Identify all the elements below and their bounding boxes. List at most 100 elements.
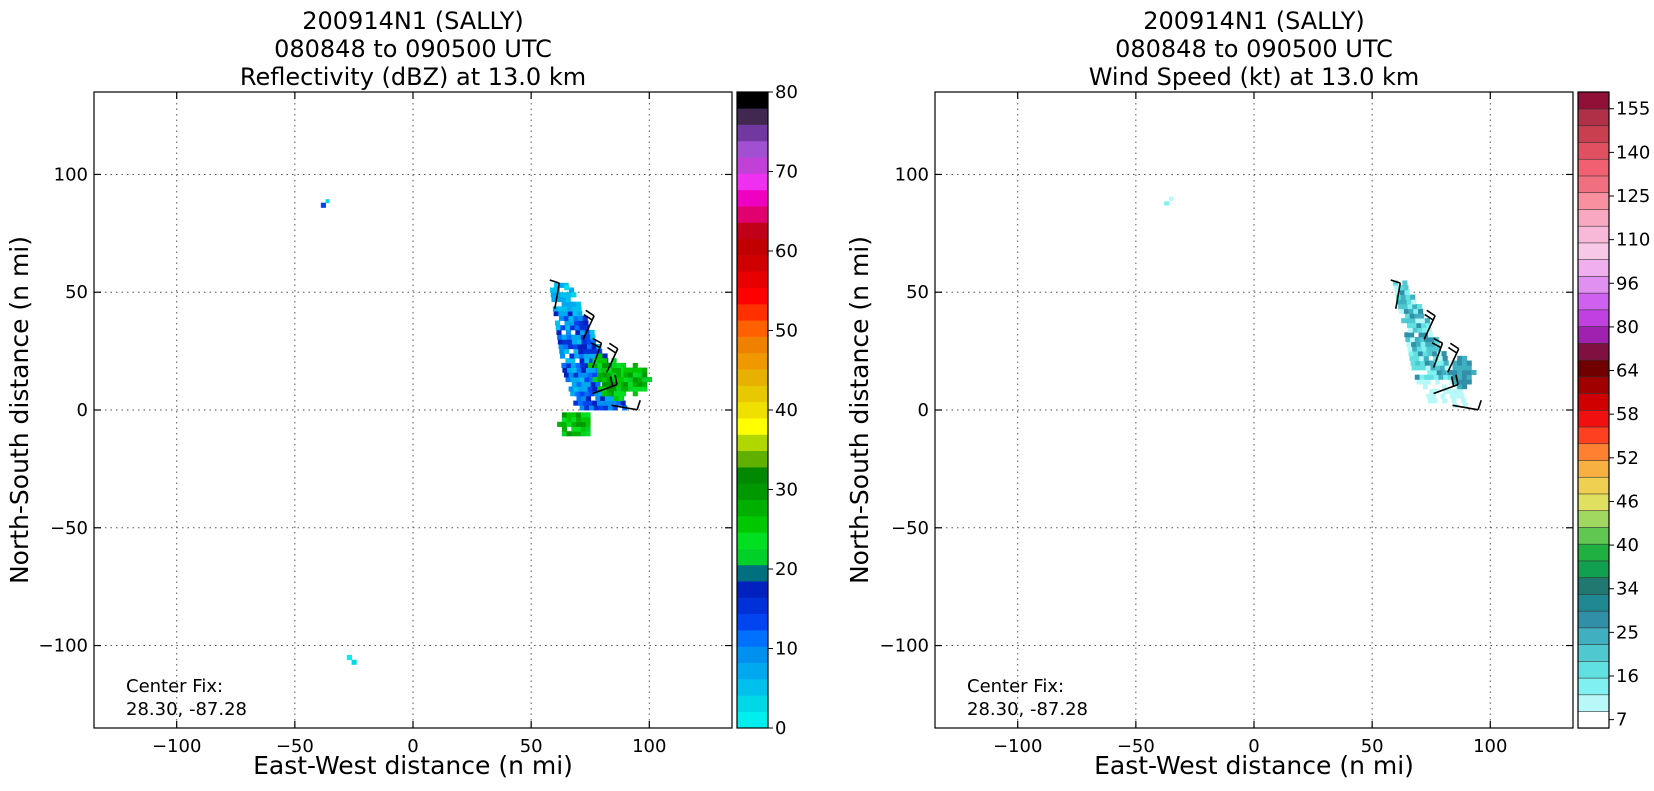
wind-speed-pixel [1466, 379, 1472, 385]
reflectivity-pixel [597, 348, 603, 354]
reflectivity-pixel [611, 377, 617, 383]
reflectivity-pixel [564, 320, 570, 326]
wind-speed-pixel [1435, 346, 1441, 352]
wind-speed-pixel [1448, 388, 1454, 394]
colorbar-segment [1577, 326, 1610, 344]
wind-speed-pixel [1441, 369, 1447, 376]
colorbar-segment [1577, 577, 1610, 595]
reflectivity-pixel [575, 301, 581, 307]
reflectivity-pixel [580, 362, 586, 368]
wind-barb-flag [1431, 342, 1442, 349]
wind-barb-flag [592, 337, 602, 344]
wind-speed-pixel [1416, 346, 1423, 352]
left-title-line-1: 200914N1 (SALLY) [302, 7, 524, 35]
wind-speed-pixel [1424, 318, 1430, 324]
colorbar-label: 20 [775, 559, 798, 580]
wind-speed-pixel [1423, 398, 1429, 404]
wind-speed-pixel [1408, 308, 1414, 314]
reflectivity-pixel [561, 362, 567, 368]
reflectivity-pixel [556, 296, 562, 303]
reflectivity-pixel [595, 381, 601, 387]
wind-speed-pixel [1452, 374, 1458, 380]
wind-speed-pixel [1401, 318, 1407, 324]
reflectivity-pixel [567, 311, 573, 317]
wind-speed-pixel [1461, 365, 1468, 371]
reflectivity-pixel [593, 391, 599, 397]
wind-speed-pixel [1398, 304, 1404, 310]
wind-speed-pixel [1404, 332, 1410, 338]
colorbar-segment [1577, 225, 1610, 244]
reflectivity-pixel [568, 344, 574, 350]
reflectivity-pixel [586, 339, 592, 345]
wind-speed-pixel [1424, 336, 1430, 343]
reflectivity-pixel [585, 395, 592, 401]
reflectivity-pixel [555, 292, 561, 298]
wind-speed-pixel [1415, 341, 1421, 347]
reflectivity-pixel [589, 377, 595, 383]
reflectivity-pixel [580, 417, 586, 423]
colorbar-segment [737, 320, 768, 337]
reflectivity-pixel [632, 381, 638, 387]
wind-speed-pixel [1406, 341, 1412, 347]
wind-speed-pixel [1443, 388, 1449, 394]
reflectivity-pixel [583, 353, 589, 359]
wind-speed-pixel [1424, 374, 1430, 380]
reflectivity-pixel [579, 405, 585, 411]
right-y-axis-label: North-South distance (n mi) [845, 236, 874, 584]
y-tick-label: −50 [891, 518, 929, 539]
wind-speed-pixel [1411, 365, 1417, 371]
reflectivity-pixel [611, 362, 617, 368]
x-tick-label: 0 [1248, 736, 1259, 757]
colorbar-segment [1577, 359, 1610, 378]
reflectivity-pixel [597, 372, 603, 378]
wind-speed-pixel [1408, 327, 1414, 333]
reflectivity-pixel [628, 377, 634, 383]
reflectivity-pixel [573, 315, 579, 321]
reflectivity-pixel [623, 372, 629, 378]
colorbar-segment [1577, 158, 1610, 177]
reflectivity-pixel [628, 367, 634, 373]
reflectivity-pixel [579, 391, 585, 397]
wind-speed-pixel [1164, 201, 1170, 206]
reflectivity-pixel [561, 412, 567, 418]
colorbar-segment [1577, 644, 1610, 662]
reflectivity-pixel [579, 325, 585, 331]
wind-speed-pixel [1447, 374, 1453, 380]
wind-speed-pixel [1451, 398, 1457, 404]
wind-speed-pixel [1405, 336, 1411, 343]
wind-speed-pixel [1435, 365, 1441, 371]
colorbar-label: 16 [1616, 666, 1639, 687]
colorbar-label: 46 [1616, 491, 1639, 512]
reflectivity-pixel [611, 381, 617, 387]
reflectivity-pixel [602, 358, 608, 364]
wind-speed-pixel [1411, 322, 1417, 328]
reflectivity-pixel [571, 292, 577, 298]
reflectivity-pixel [632, 386, 638, 392]
wind-speed-pixel [1438, 374, 1444, 380]
wind-speed-pixel [1461, 355, 1468, 361]
reflectivity-pixel [606, 377, 612, 383]
wind-speed-pixel [1425, 341, 1431, 347]
reflectivity-pixel [561, 301, 567, 307]
wind-speed-pixel [1406, 299, 1412, 305]
wind-speed-pixel [1400, 294, 1406, 300]
reflectivity-pixel [637, 372, 643, 378]
reflectivity-pixel [553, 311, 559, 317]
reflectivity-pixel [578, 372, 584, 378]
reflectivity-pixel [607, 405, 614, 411]
reflectivity-pixel [560, 292, 566, 298]
wind-speed-pixel [1443, 374, 1449, 380]
reflectivity-pixel [602, 367, 608, 373]
wind-barb-flag [1426, 309, 1436, 317]
wind-speed-pixel [1416, 379, 1422, 385]
reflectivity-pixel [587, 372, 593, 378]
reflectivity-pixel [563, 311, 569, 317]
colorbar-label: 30 [775, 480, 798, 501]
wind-barb-flag [1424, 313, 1434, 321]
colorbar-segment [1577, 493, 1610, 512]
wind-speed-pixel [1421, 379, 1427, 385]
wind-barb-flag [1433, 337, 1443, 344]
reflectivity-pixel [606, 367, 612, 373]
reflectivity-pixel [628, 381, 634, 387]
